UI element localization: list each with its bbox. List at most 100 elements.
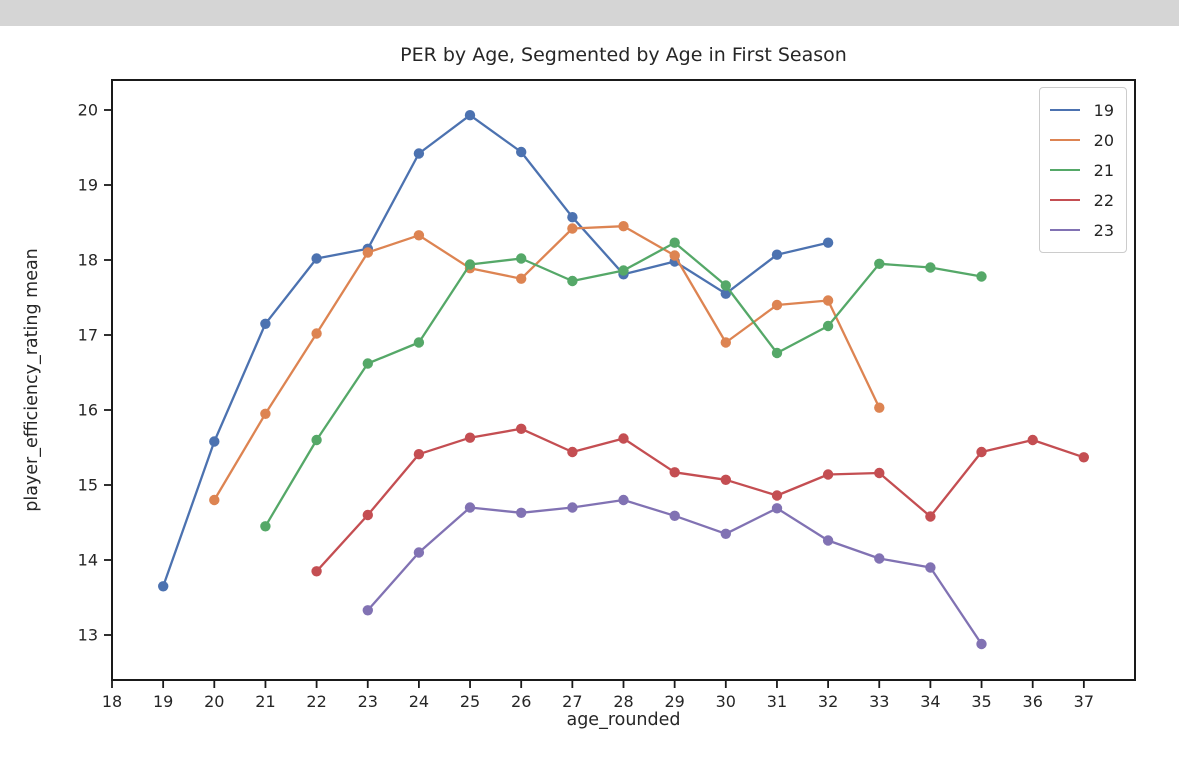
x-tick-label: 31 [767,692,787,711]
data-point [720,528,731,539]
x-tick-label: 19 [153,692,173,711]
x-tick-label: 24 [409,692,429,711]
data-point [362,247,373,258]
axes-spines [111,79,1136,681]
series-20 [209,221,885,506]
data-point [567,212,578,223]
legend-item-23: 23 [1049,215,1114,245]
x-tick-label: 29 [664,692,684,711]
data-point [311,328,322,339]
y-tick-label: 19 [78,176,98,195]
data-point [669,467,680,478]
data-point [925,262,936,273]
data-point [771,503,783,514]
x-tick-label: 26 [511,692,531,711]
x-tick-label: 23 [358,692,378,711]
x-tick-label: 22 [306,692,326,711]
data-point [362,358,373,369]
data-point [669,250,680,261]
y-tick-label: 18 [78,251,98,270]
legend-label: 20 [1093,130,1114,150]
data-point [874,553,885,564]
legend-line-swatch [1049,229,1080,231]
y-axis-ticks: 13 14 15 16 17 18 19 20 [78,101,112,645]
data-point [925,511,936,522]
data-point [822,295,834,306]
data-point [1078,452,1090,463]
data-point [1027,434,1038,446]
series-21 [260,237,987,532]
x-tick-label: 36 [1023,692,1043,711]
legend-item-22: 22 [1049,185,1114,215]
legend: 19 20 21 22 23 [1038,87,1127,253]
data-point [516,507,527,518]
data-point [618,494,629,506]
y-tick-label: 16 [78,401,98,420]
y-tick-label: 20 [78,101,98,120]
series-19 [158,110,834,592]
x-tick-label: 21 [255,692,275,711]
legend-item-19: 19 [1049,95,1114,125]
data-point [158,581,169,592]
x-tick-label: 34 [920,692,940,711]
data-point [771,347,783,359]
legend-line-swatch [1049,139,1080,141]
x-tick-label: 30 [716,692,736,711]
data-point [260,408,271,419]
data-point [976,446,987,458]
series-22 [311,423,1090,577]
data-point [567,223,578,234]
data-point [413,148,425,159]
legend-line-swatch [1049,199,1080,201]
data-point [822,535,834,546]
data-point [669,510,680,521]
data-point [822,237,834,248]
data-point [874,258,885,269]
data-point [720,474,731,485]
window-top-strip [0,0,1179,26]
data-point [567,502,578,513]
data-point [618,265,629,276]
x-tick-label: 20 [204,692,224,711]
x-tick-label: 18 [102,692,122,711]
data-point [771,490,783,501]
data-point [209,494,220,506]
data-point [822,320,834,332]
data-point [260,521,271,532]
x-tick-label: 25 [460,692,480,711]
legend-label: 22 [1093,190,1114,210]
x-axis-label: age_rounded [566,710,681,730]
data-point [311,253,322,264]
y-tick-label: 15 [78,476,98,495]
legend-label: 23 [1093,220,1114,240]
legend-item-20: 20 [1049,125,1114,155]
data-point [771,249,783,260]
data-point [413,449,425,460]
chart-title: PER by Age, Segmented by Age in First Se… [400,44,847,66]
data-point [720,337,731,348]
data-point [464,502,476,513]
x-tick-label: 33 [869,692,889,711]
data-point [516,423,527,434]
data-point [669,237,680,248]
data-point [874,467,885,479]
data-point [925,562,936,573]
legend-label: 21 [1093,160,1114,180]
data-point [976,271,987,282]
series-23 [362,494,987,650]
data-point [516,253,527,264]
data-point [311,566,322,577]
data-point [311,434,322,446]
data-point [464,432,476,443]
data-point [720,280,731,291]
data-point [771,299,783,311]
x-axis-ticks: 18 19 20 21 22 23 24 25 26 27 28 29 30 31 32 33 34 35 36 37 [102,680,1094,711]
x-tick-label: 37 [1074,692,1094,711]
y-tick-label: 14 [78,551,98,570]
data-point [618,221,629,232]
legend-line-swatch [1049,109,1080,111]
data-point [618,433,629,444]
data-point [209,436,220,447]
